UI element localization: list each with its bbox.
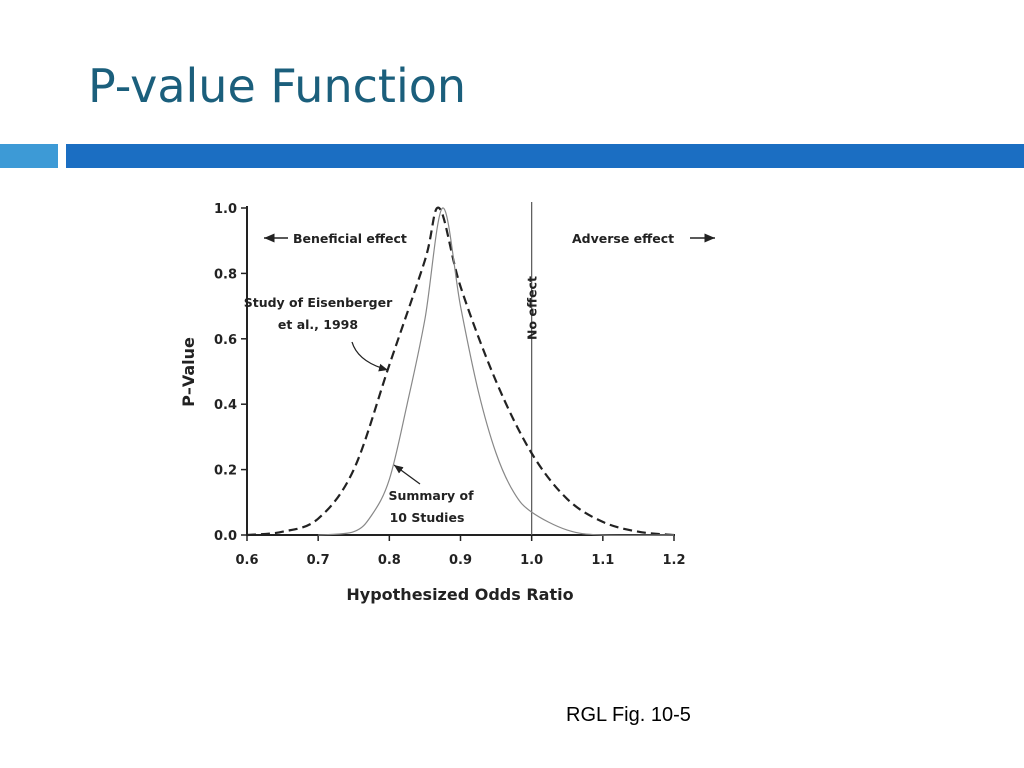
y-tick-label: 0.2	[214, 464, 237, 479]
annotation: et al., 1998	[278, 317, 358, 332]
arrow	[393, 464, 421, 485]
title-bar	[66, 144, 1024, 168]
x-tick-label: 1.0	[520, 553, 543, 568]
slide-title: P-value Function	[88, 59, 466, 113]
annotation: Study of Eisenberger	[244, 295, 393, 310]
x-tick-label: 0.6	[235, 553, 258, 568]
caption: RGL Fig. 10-5	[566, 704, 691, 726]
annotation: 10 Studies	[390, 510, 465, 525]
arrow	[351, 341, 389, 372]
accent-block	[0, 144, 58, 168]
x-tick-label: 1.2	[662, 553, 685, 568]
y-axis-label: P–Value	[179, 337, 198, 407]
annotation: Beneficial effect	[293, 231, 407, 246]
series-line	[246, 206, 675, 537]
reference-label: No effect	[525, 276, 540, 340]
x-tick-label: 0.8	[378, 553, 401, 568]
y-tick-label: 0.8	[214, 267, 237, 282]
x-axis-label: Hypothesized Odds Ratio	[346, 585, 573, 604]
chart: Hypothesized Odds Ratio P–Value Benefici…	[179, 202, 715, 604]
y-tick-label: 1.0	[214, 202, 237, 217]
annotation: Adverse effect	[572, 231, 674, 246]
x-tick-label: 0.7	[307, 553, 330, 568]
x-tick-label: 0.9	[449, 553, 472, 568]
y-tick-label: 0.4	[214, 398, 237, 413]
series-line	[318, 207, 675, 536]
y-tick-label: 0.6	[214, 333, 237, 348]
y-tick-label: 0.0	[214, 529, 237, 544]
x-tick-label: 1.1	[591, 553, 614, 568]
annotation: Summary of	[388, 488, 474, 503]
